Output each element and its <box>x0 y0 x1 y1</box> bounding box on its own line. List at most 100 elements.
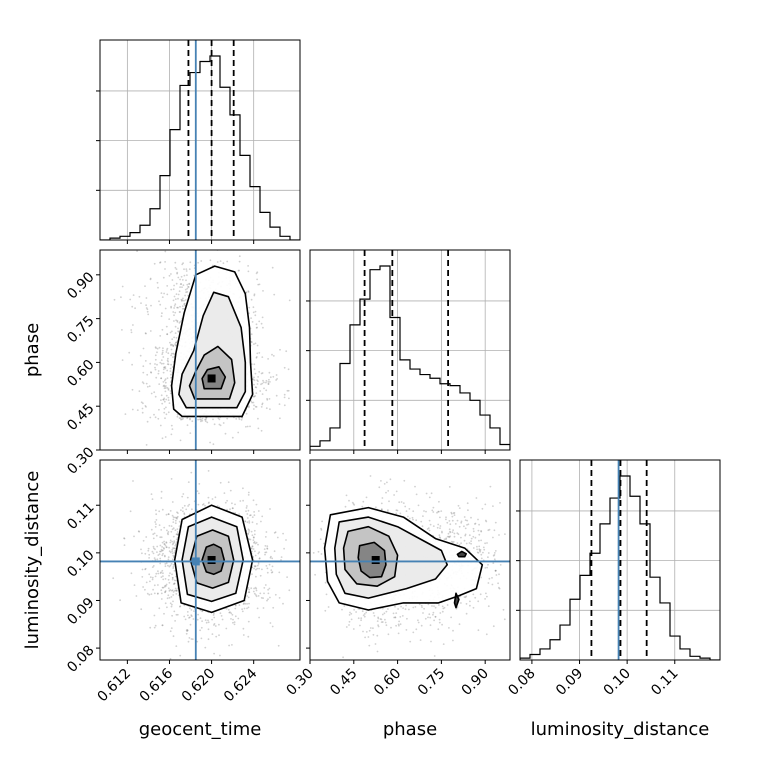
sample-point <box>166 606 168 609</box>
sample-point <box>204 418 206 421</box>
sample-point <box>180 275 183 278</box>
sample-point <box>173 314 175 317</box>
sample-point <box>402 502 405 504</box>
sample-point <box>148 385 151 388</box>
sample-point <box>171 428 174 430</box>
sample-point <box>153 547 155 550</box>
sample-point <box>260 383 262 386</box>
sample-point <box>178 322 181 324</box>
sample-point <box>136 250 139 253</box>
sample-point <box>248 520 251 522</box>
contour-line <box>188 345 236 400</box>
sample-point <box>481 507 484 510</box>
sample-point <box>230 612 233 615</box>
sample-point <box>168 550 171 553</box>
sample-point <box>376 634 379 637</box>
sample-point <box>269 408 271 411</box>
sample-point <box>254 586 257 589</box>
sample-point <box>255 392 258 394</box>
sample-point <box>253 587 256 590</box>
sample-point <box>173 569 176 572</box>
sample-point <box>145 382 148 385</box>
sample-point <box>285 539 287 541</box>
sample-point <box>186 630 189 632</box>
sample-point <box>145 332 147 335</box>
sample-point <box>397 623 400 626</box>
sample-point <box>266 399 269 401</box>
sample-point <box>247 591 250 594</box>
sample-point <box>412 518 414 521</box>
sample-point <box>146 420 149 423</box>
sample-point <box>198 492 200 495</box>
sample-point <box>480 539 482 542</box>
sample-point <box>164 544 167 547</box>
sample-point <box>427 527 430 529</box>
sample-point <box>247 265 250 267</box>
sample-point <box>181 286 183 288</box>
sample-point <box>156 363 158 366</box>
sample-point <box>219 654 221 657</box>
sample-point <box>191 420 194 423</box>
sample-point <box>170 273 172 275</box>
sample-point <box>234 512 237 514</box>
sample-point <box>173 540 176 543</box>
sample-point <box>205 418 207 421</box>
sample-point <box>250 530 253 533</box>
sample-point <box>136 409 139 411</box>
sample-point <box>250 400 253 403</box>
sample-point <box>429 523 432 526</box>
panel-phase-luminosity_distance: 0.30 0.45 0.60 0.75 0.90 <box>283 459 511 699</box>
sample-point <box>448 528 451 531</box>
sample-point <box>189 607 191 610</box>
sample-point <box>178 525 181 527</box>
sample-point <box>154 354 157 357</box>
sample-point <box>493 552 496 554</box>
sample-point <box>164 565 167 568</box>
sample-point <box>134 307 137 310</box>
sample-point <box>283 393 286 396</box>
sample-point <box>157 554 160 556</box>
sample-point <box>172 547 174 549</box>
sample-point <box>185 291 188 294</box>
sample-point <box>186 629 189 632</box>
sample-point <box>494 569 497 572</box>
sample-point <box>498 587 501 590</box>
sample-point <box>246 595 249 597</box>
sample-point <box>168 402 171 404</box>
sample-point <box>283 404 286 407</box>
sample-point <box>159 303 162 306</box>
sample-point <box>241 610 244 613</box>
sample-point <box>348 614 351 616</box>
sample-point <box>160 399 162 401</box>
sample-point <box>186 291 189 293</box>
sample-point <box>179 320 182 323</box>
sample-point <box>179 605 181 608</box>
sample-point <box>221 618 224 621</box>
sample-point <box>252 311 255 314</box>
sample-point <box>174 589 176 592</box>
sample-point <box>263 592 265 595</box>
sample-point <box>170 563 173 565</box>
sample-point <box>161 549 164 552</box>
sample-point <box>219 424 222 427</box>
sample-point <box>248 306 251 309</box>
sample-point <box>464 527 467 530</box>
sample-point <box>463 516 466 518</box>
sample-point <box>146 310 149 313</box>
sample-point <box>165 351 168 353</box>
sample-point <box>270 571 273 574</box>
sample-point <box>168 274 171 277</box>
sample-point <box>262 607 265 609</box>
sample-point <box>175 336 178 339</box>
sample-point <box>279 348 281 351</box>
sample-point <box>112 577 115 580</box>
sample-point <box>197 613 200 616</box>
sample-point <box>171 577 174 579</box>
sample-point <box>129 298 132 301</box>
sample-point <box>132 294 135 296</box>
sample-point <box>249 425 251 428</box>
sample-point <box>162 547 165 549</box>
sample-point <box>383 612 386 615</box>
contour-line <box>170 265 254 418</box>
